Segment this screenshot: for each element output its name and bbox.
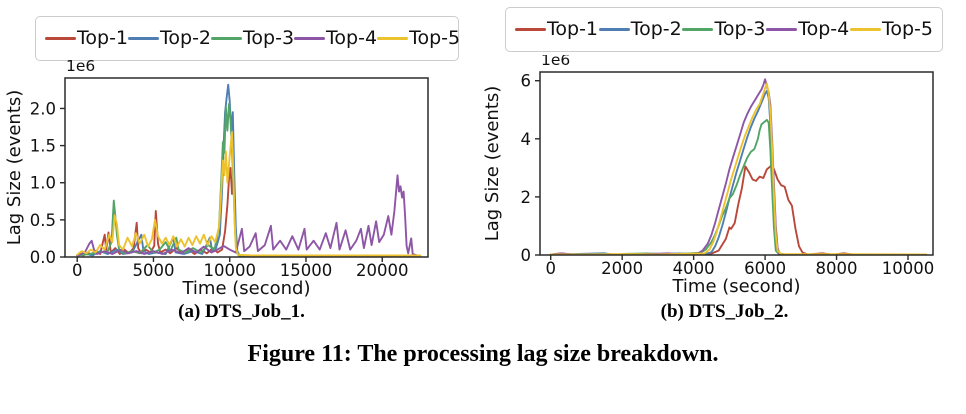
x-axis-tick-label: 8000 — [816, 259, 858, 278]
y-axis-offset-text: 1e6 — [66, 57, 95, 75]
legend-label: Top-3 — [714, 18, 766, 40]
x-axis-tick-label: 15000 — [280, 261, 333, 280]
x-axis-tick-label: 10000 — [882, 259, 935, 278]
legend-item: Top-3 — [682, 20, 765, 39]
series-line-top-5 — [76, 131, 422, 257]
legend-line-swatch — [849, 28, 881, 31]
series-line-top-2 — [76, 83, 422, 257]
y-axis-tick-label: 2 — [521, 188, 532, 207]
x-axis-label: Time (second) — [671, 276, 800, 297]
y-axis-tick-label: 6 — [521, 72, 532, 91]
legend-label: Top-2 — [160, 27, 212, 49]
series-line-top-4 — [76, 174, 419, 257]
y-axis-offset-text: 1e6 — [541, 55, 570, 69]
legend-line-swatch — [598, 28, 630, 31]
legend-line-swatch — [682, 28, 714, 31]
series-line-top-5 — [549, 82, 927, 255]
y-axis-label: Lag Size (events) — [483, 86, 503, 242]
axes-frame — [539, 71, 934, 256]
chart-a: 0 5000 10000 15000 20000 0.0 0.5 1.0 1.5 2.0 1e6 Ti… — [4, 57, 429, 299]
x-axis-tick-label: 0 — [545, 259, 556, 278]
legend-a: Top-1 Top-2 Top-3 Top-4 Top-5 — [35, 16, 460, 61]
y-axis-tick-label: 0 — [521, 246, 532, 265]
x-axis-tick-label: 4000 — [673, 259, 715, 278]
legend-line-swatch — [766, 28, 798, 31]
x-axis-tick-label: 2000 — [601, 259, 643, 278]
series-line-top-2 — [549, 89, 927, 255]
x-axis-tick-label: 6000 — [744, 259, 786, 278]
y-axis-tick-label: 1.5 — [30, 137, 56, 156]
y-axis-tick-label: 0.5 — [30, 211, 56, 230]
legend-line-swatch — [45, 37, 76, 40]
legend-item: Top-5 — [849, 18, 933, 40]
y-axis-label: Lag Size (events) — [4, 90, 25, 246]
x-axis-tick-label: 20000 — [356, 261, 409, 280]
legend-line-swatch — [211, 37, 243, 40]
subplot-a: Top-1 Top-2 Top-3 Top-4 Top-5 0 5000 10000 1500… — [0, 0, 483, 332]
legend-line-swatch — [377, 37, 409, 40]
legend-item: Top-2 — [128, 29, 211, 48]
y-axis-tick-label: 2.0 — [30, 99, 56, 118]
legend-line-swatch — [294, 37, 326, 40]
legend-item: Top-3 — [211, 29, 294, 48]
legend-line-swatch — [515, 28, 546, 31]
legend-item: Top-5 — [377, 29, 460, 48]
legend-label: Top-2 — [630, 18, 682, 40]
y-axis-tick-label: 4 — [521, 130, 532, 149]
chart-b: 0 2000 4000 6000 8000 10000 0 2 4 6 1e6 Time (secon… — [483, 55, 935, 297]
legend-label: Top-4 — [326, 27, 378, 49]
legend-label: Top-5 — [409, 27, 461, 49]
y-axis-tick-label: 1.0 — [30, 174, 56, 193]
legend-label: Top-3 — [243, 27, 295, 49]
legend-item: Top-2 — [598, 18, 682, 40]
y-axis-tick-label: 0.0 — [30, 248, 56, 267]
legend-item: Top-4 — [766, 20, 849, 39]
legend-label: Top-1 — [77, 27, 129, 49]
legend-label: Top-5 — [881, 18, 933, 40]
legend-item: Top-4 — [294, 29, 377, 48]
subcaption-a: (a) DTS_Job_1. — [178, 301, 305, 322]
legend-label: Top-4 — [798, 18, 850, 40]
subcaption-b: (b) DTS_Job_2. — [660, 301, 789, 322]
x-axis-tick-label: 10000 — [203, 261, 256, 280]
x-axis-tick-label: 5000 — [132, 261, 174, 280]
legend-label: Top-1 — [547, 18, 599, 40]
subplot-b: Top-1 Top-2 Top-3 Top-4 Top-5 0 2000 4000 6000 8… — [483, 0, 966, 332]
x-axis-tick-label: 0 — [72, 261, 83, 280]
legend-b: Top-1 Top-2 Top-3 Top-4 Top-5 — [505, 7, 943, 52]
x-axis-label: Time (second) — [181, 278, 310, 299]
legend-line-swatch — [128, 37, 160, 40]
figure-caption: Figure 11: The processing lag size break… — [247, 341, 719, 367]
series-line-top-1 — [76, 166, 422, 257]
axes-frame — [64, 77, 429, 258]
legend-item: Top-1 — [515, 20, 598, 39]
legend-item: Top-1 — [45, 29, 128, 48]
